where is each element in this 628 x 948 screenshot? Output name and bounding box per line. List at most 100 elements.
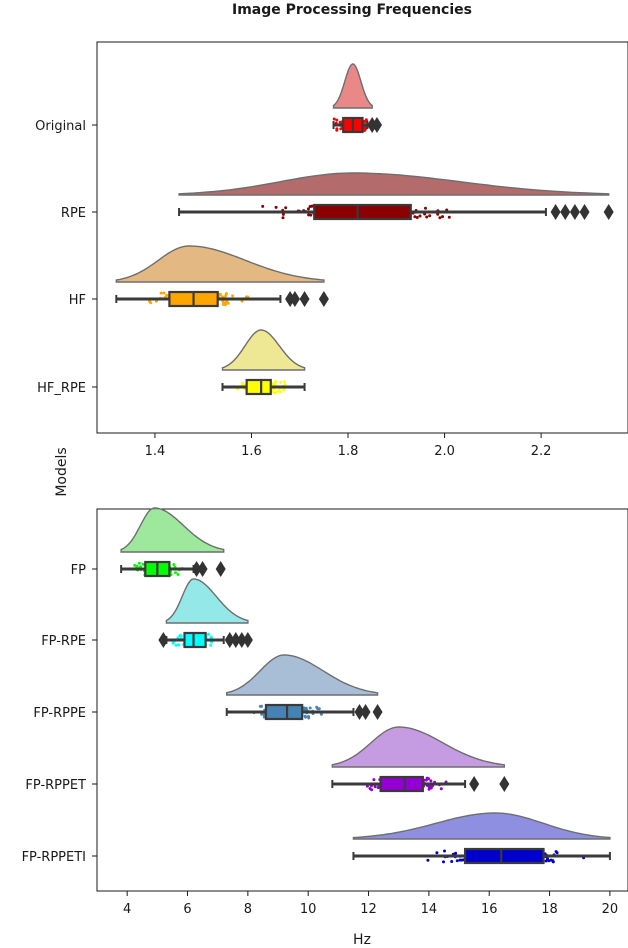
data-point xyxy=(279,380,283,384)
outlier-marker xyxy=(499,776,510,792)
x-tick-label: 8 xyxy=(244,902,252,917)
x-tick-label: 1.4 xyxy=(145,444,166,459)
violin-cloud xyxy=(226,654,379,696)
y-tick-label: FP-RPPE xyxy=(33,706,86,721)
series-fp-rppet xyxy=(331,726,510,793)
data-point xyxy=(174,571,177,575)
x-tick-label: 1.6 xyxy=(241,444,262,459)
data-point xyxy=(418,214,422,218)
outlier-marker xyxy=(360,704,371,720)
outlier-marker xyxy=(289,291,300,307)
data-point xyxy=(339,127,343,131)
violin-cloud xyxy=(165,578,249,624)
data-point xyxy=(460,858,463,862)
outlier-marker xyxy=(579,204,590,220)
outlier-marker xyxy=(197,561,208,577)
x-tick-label: 1.8 xyxy=(338,444,359,459)
data-point xyxy=(282,380,286,384)
chart-title: Image Processing Frequencies xyxy=(232,2,472,18)
violin-cloud xyxy=(221,329,306,371)
data-point xyxy=(258,704,262,708)
data-point xyxy=(261,204,265,208)
data-point xyxy=(442,860,445,864)
x-tick-label: 16 xyxy=(481,902,498,917)
x-tick-label: 10 xyxy=(300,902,317,917)
violin-cloud xyxy=(332,63,373,109)
data-point xyxy=(424,778,428,782)
data-point xyxy=(335,118,339,122)
data-point xyxy=(303,714,307,718)
data-point xyxy=(335,127,339,131)
outlier-marker xyxy=(299,291,310,307)
y-tick-label: FP-RPPETI xyxy=(22,850,86,865)
outlier-marker xyxy=(236,632,247,648)
data-point xyxy=(159,291,163,295)
outlier-marker xyxy=(603,204,614,220)
data-point xyxy=(438,216,442,220)
y-tick-label: HF xyxy=(69,293,86,308)
y-tick-label: FP xyxy=(71,563,86,578)
iqr-box xyxy=(463,847,545,865)
outlier-marker xyxy=(469,776,480,792)
data-point xyxy=(373,785,377,789)
data-point xyxy=(424,206,427,210)
y-tick-label: FP-RPPET xyxy=(25,778,86,793)
data-point xyxy=(376,786,380,790)
data-point xyxy=(447,215,451,219)
outlier-marker xyxy=(230,632,241,648)
data-point xyxy=(441,215,444,219)
data-point xyxy=(172,563,176,567)
x-tick-label: 4 xyxy=(123,902,131,917)
data-point xyxy=(450,860,454,863)
outlier-marker xyxy=(372,704,383,720)
data-point xyxy=(206,632,210,636)
data-point xyxy=(549,858,553,862)
data-point xyxy=(435,851,439,855)
data-point xyxy=(316,707,320,711)
panel-image-models: 1.4 1.6 1.8 2.0 2.2 Original RPE HF HF_RPE xyxy=(35,41,628,459)
violin-cloud xyxy=(352,812,611,840)
outlier-marker xyxy=(215,561,226,577)
data-point xyxy=(428,214,432,218)
iqr-box xyxy=(313,203,412,221)
data-point xyxy=(308,706,312,710)
outlier-marker xyxy=(371,117,382,133)
data-point xyxy=(260,712,264,716)
y-tick-label: HF_RPE xyxy=(37,381,86,396)
series-rpe xyxy=(178,172,614,221)
series-hf-rpe xyxy=(221,329,306,396)
data-point xyxy=(149,301,153,305)
plot-frame xyxy=(96,41,628,434)
violin-cloud xyxy=(178,172,610,196)
iqr-box xyxy=(183,631,207,649)
series-fp-rppeti xyxy=(352,812,611,865)
data-point xyxy=(307,716,311,720)
y-tick-label: FP-RPE xyxy=(41,634,86,649)
data-point xyxy=(368,787,372,790)
panel-fp-models: 4 6 8 10 12 14 16 18 20 FP FP-RPE FP-RPPE FP-RPPET FP… xyxy=(22,507,628,917)
series-hf xyxy=(115,245,329,308)
data-point xyxy=(174,643,178,647)
violin-cloud xyxy=(120,507,225,553)
data-point xyxy=(171,641,175,645)
data-point xyxy=(209,643,213,647)
violin-cloud xyxy=(115,245,325,283)
x-tick-label: 20 xyxy=(602,902,619,917)
data-point xyxy=(332,117,336,121)
y-tick-label: RPE xyxy=(61,206,86,221)
data-point xyxy=(177,643,181,647)
outlier-marker xyxy=(242,632,253,648)
data-point xyxy=(429,779,433,783)
data-point xyxy=(443,849,446,853)
x-tick-label: 2.0 xyxy=(434,444,455,459)
data-point xyxy=(241,381,244,385)
data-point xyxy=(223,301,227,305)
y-axis-label: Models xyxy=(54,447,70,496)
data-point xyxy=(426,858,430,862)
outlier-marker xyxy=(354,704,365,720)
x-tick-label: 18 xyxy=(541,902,558,917)
x-tick-label: 6 xyxy=(183,902,191,917)
data-point xyxy=(372,778,376,782)
data-point xyxy=(165,293,169,297)
data-point xyxy=(425,215,429,219)
